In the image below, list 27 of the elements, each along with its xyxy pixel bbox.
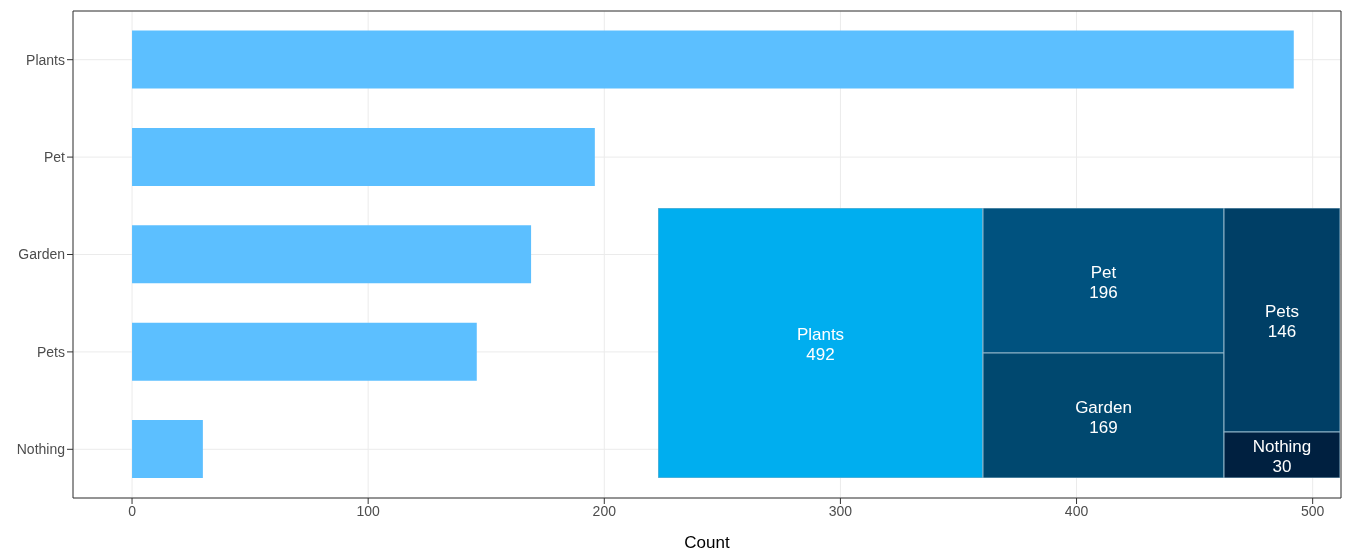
x-tick-label: 500: [1300, 502, 1325, 519]
bar: [132, 127, 595, 186]
y-tick-label: Plants: [26, 51, 65, 68]
bar: [132, 420, 203, 479]
x-tick-label: 400: [1064, 502, 1089, 519]
x-tick-label: 300: [828, 502, 853, 519]
x-tick-label: 0: [128, 502, 137, 519]
category-label: Plants: [796, 325, 845, 344]
x-tick-label: 200: [592, 502, 617, 519]
x-axis-title: Count: [684, 533, 730, 548]
bar: [132, 322, 477, 381]
y-tick-label: Pets: [36, 343, 65, 360]
category-label: Nothing: [1252, 437, 1312, 456]
data-label: 196: [1089, 282, 1118, 302]
data-label: 30: [1272, 457, 1292, 476]
category-label: Garden: [1075, 397, 1132, 417]
bar: [132, 225, 532, 284]
data-label: 146: [1267, 322, 1297, 341]
y-tick-label: Pet: [43, 149, 66, 166]
y-tick-label: Garden: [18, 246, 65, 263]
data-label: 492: [806, 345, 835, 364]
y-tick-label: Nothing: [16, 441, 65, 458]
category-label: Pet: [1090, 262, 1117, 282]
x-tick-label: 100: [356, 502, 381, 519]
data-label: 169: [1089, 417, 1118, 437]
bar: [132, 30, 1294, 89]
category-label: Pets: [1264, 302, 1300, 321]
